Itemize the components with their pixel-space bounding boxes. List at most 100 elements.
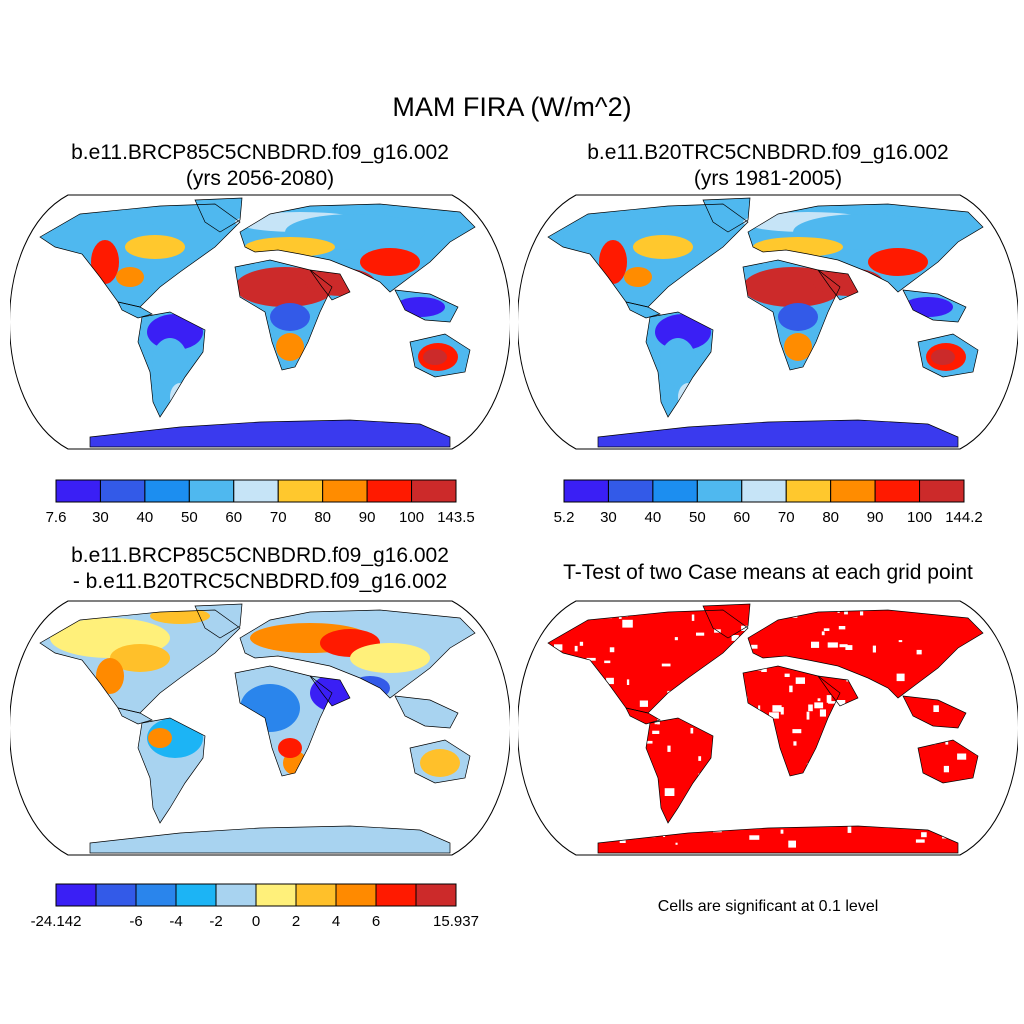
colorbar-tick-label: 4 xyxy=(332,913,340,930)
insignificant-cell xyxy=(663,832,666,837)
field-patches xyxy=(50,608,460,853)
colorbar-tick-label: 30 xyxy=(92,509,109,526)
insignificant-cell xyxy=(680,821,688,826)
field-patch xyxy=(90,833,430,853)
colorbar-tick-label: -24.142 xyxy=(31,913,82,930)
insignificant-cell xyxy=(827,642,838,648)
colorbar-swatch xyxy=(563,479,609,503)
coastline-antarctica xyxy=(597,419,959,448)
colorbar-tick-label: 80 xyxy=(822,509,839,526)
coastlines xyxy=(547,197,984,448)
land-eurasia xyxy=(748,610,983,698)
colorbar-tick-label: -4 xyxy=(169,913,182,930)
coastline-north-america xyxy=(547,609,749,714)
insignificant-cell xyxy=(564,704,573,711)
colorbar-tick-label: 60 xyxy=(225,509,242,526)
panel-1-title: b.e11.BRCP85C5CNBDRD.f09_g16.002 (yrs 20… xyxy=(10,140,510,192)
insignificant-cell xyxy=(645,740,653,744)
insignificant-cell xyxy=(748,738,759,741)
colorbar-swatch xyxy=(55,479,101,503)
insignificant-cell xyxy=(554,644,563,651)
colorbar-tick-label: 40 xyxy=(137,509,154,526)
significance-note: Cells are significant at 0.1 level xyxy=(657,898,879,915)
insignificant-cell xyxy=(661,663,671,667)
insignificant-cell xyxy=(609,647,615,653)
insignificant-cell xyxy=(574,645,578,652)
insignificant-cell xyxy=(840,725,852,732)
field-patch xyxy=(395,297,445,317)
insignificant-cell xyxy=(957,753,967,760)
insignificant-cell xyxy=(894,770,898,778)
map-frame xyxy=(518,194,1018,450)
land-greenland xyxy=(703,198,750,232)
insignificant-cell xyxy=(780,829,784,834)
colorbar-tick-label: 40 xyxy=(645,509,662,526)
colorbar-swatch xyxy=(95,883,137,907)
insignificant-cell xyxy=(972,684,979,690)
colorbar-tick-label: -2 xyxy=(209,913,222,930)
colorbar-tick-label: 7.6 xyxy=(46,509,67,526)
coastline-central-america xyxy=(625,301,661,319)
panel-4-title-line1: T-Test of two Case means at each grid po… xyxy=(563,561,973,584)
insignificant-cell xyxy=(982,839,983,842)
field-patch xyxy=(813,268,883,296)
coastline-north-america xyxy=(39,609,241,714)
insignificant-cell xyxy=(603,611,612,619)
field-patch xyxy=(624,267,652,287)
colorbar-swatch xyxy=(785,479,832,503)
coastline-australia xyxy=(409,739,471,784)
colorbar-tick-label: 50 xyxy=(181,509,198,526)
land-central-america xyxy=(626,302,660,318)
insignificant-cell xyxy=(755,733,764,737)
colorbar-swatch xyxy=(277,479,324,503)
field-patch xyxy=(310,673,370,713)
insignificant-cell xyxy=(737,765,749,773)
map-frame xyxy=(518,600,1018,856)
insignificant-cell xyxy=(731,737,740,741)
insignificant-cell xyxy=(749,835,760,840)
insignificant-cell xyxy=(836,700,846,707)
insignificant-cell xyxy=(745,811,752,814)
insignificant-cell xyxy=(678,698,689,705)
colorbar-swatch xyxy=(415,883,457,907)
insignificant-cell xyxy=(819,709,826,717)
insignificant-cell xyxy=(622,619,633,628)
field-patch xyxy=(147,314,203,350)
coastline-south-america xyxy=(645,717,714,824)
coastline-central-america xyxy=(117,301,153,319)
field-patch xyxy=(903,297,953,317)
insignificant-cell xyxy=(780,707,784,715)
insignificant-cell xyxy=(915,839,925,843)
insignificant-cell xyxy=(869,683,872,689)
coastline-north-america xyxy=(39,203,241,308)
colorbar-tick-label: 143.5 xyxy=(437,509,475,526)
insignificant-cell xyxy=(566,694,573,703)
insignificant-cell xyxy=(619,839,626,843)
insignificant-cell xyxy=(586,657,596,661)
panel-1-title-line1: b.e11.BRCP85C5CNBDRD.f09_g16.002 xyxy=(71,141,449,164)
coastline-greenland xyxy=(702,197,751,233)
coastline-arabia xyxy=(309,269,351,301)
insignificant-cell xyxy=(942,689,947,693)
insignificant-cell xyxy=(865,758,870,763)
land-fill xyxy=(548,604,983,853)
field-patch xyxy=(96,658,124,694)
insignificant-cell xyxy=(918,783,928,790)
colorbar-swatch xyxy=(411,479,457,503)
insignificant-cell xyxy=(766,773,776,781)
coastline-north-america xyxy=(547,203,749,308)
insignificant-cell xyxy=(741,625,752,631)
field-patch xyxy=(91,240,119,284)
land-australia xyxy=(918,740,978,783)
colorbar-swatch xyxy=(135,883,177,907)
coastlines xyxy=(39,603,476,854)
insignificant-cell xyxy=(619,795,627,801)
colorbar-tick-label: 70 xyxy=(778,509,795,526)
insignificant-cell xyxy=(633,732,638,735)
field-patch xyxy=(276,333,304,361)
coastline-southeast-asia xyxy=(394,695,459,729)
insignificant-cell xyxy=(784,673,790,677)
insignificant-cell xyxy=(606,677,614,685)
coastline-africa xyxy=(234,665,333,777)
field-patches xyxy=(563,212,966,411)
